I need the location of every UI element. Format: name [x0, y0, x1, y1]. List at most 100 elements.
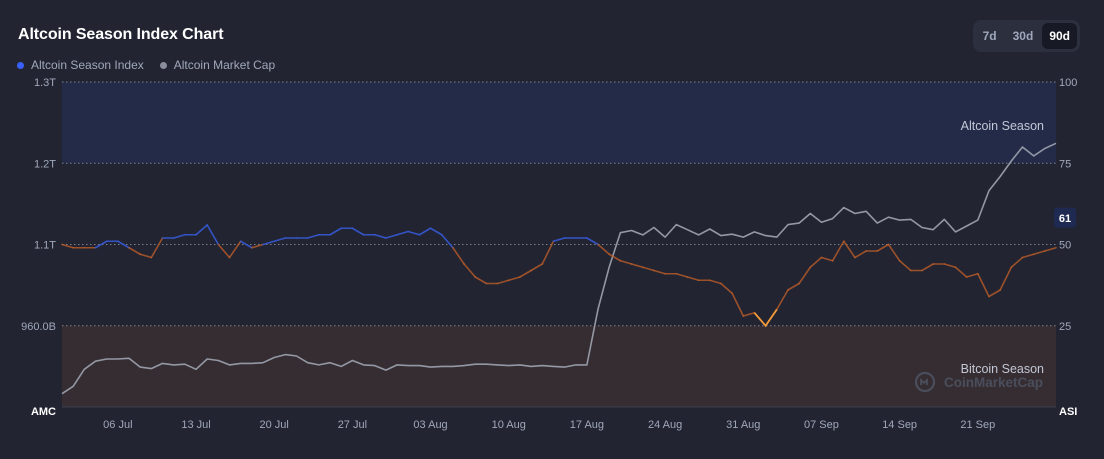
- series-segment-altcoin-season-index: [831, 240, 845, 262]
- x-axis-tick-label: 24 Aug: [648, 419, 682, 431]
- series-segment-altcoin-season-index: [407, 230, 421, 236]
- zone-label-bitcoin-season: Bitcoin Season: [961, 362, 1044, 376]
- series-segment-altcoin-season-index: [820, 256, 834, 262]
- series-segment-altcoin-season-index: [396, 230, 410, 236]
- chart-legend: Altcoin Season Index Altcoin Market Cap: [17, 58, 275, 72]
- legend-item-altcoin-season-index[interactable]: Altcoin Season Index: [17, 58, 144, 72]
- series-layer: [61, 142, 1057, 395]
- left-axis-tick-label: 960.0B: [21, 321, 56, 333]
- series-segment-altcoin-season-index: [273, 237, 287, 243]
- series-segment-altcoin-season-index: [172, 233, 186, 239]
- series-segment-altcoin-season-index: [608, 253, 622, 262]
- series-segment-altcoin-season-index: [262, 240, 276, 246]
- x-axis-tick-label: 06 Jul: [103, 419, 132, 431]
- series-segment-altcoin-season-index: [809, 256, 823, 269]
- x-axis-tick-label: 07 Sep: [804, 419, 839, 431]
- series-segment-altcoin-season-index: [552, 237, 566, 243]
- x-axis-tick-label: 14 Sep: [882, 419, 917, 431]
- series-segment-altcoin-season-index: [373, 233, 387, 239]
- series-segment-altcoin-season-index: [217, 243, 231, 259]
- zone-label-altcoin-season: Altcoin Season: [961, 119, 1044, 133]
- series-segment-altcoin-season-index: [630, 263, 644, 269]
- series-segment-altcoin-season-index: [686, 276, 700, 282]
- legend-dot-market-cap: [159, 61, 167, 69]
- range-button-7d[interactable]: 7d: [976, 23, 1004, 49]
- series-segment-altcoin-season-index: [117, 240, 130, 249]
- x-axis-tick-label: 13 Jul: [181, 419, 210, 431]
- series-segment-altcoin-season-index: [943, 263, 957, 269]
- series-segment-altcoin-season-index: [641, 266, 655, 272]
- x-axis-tick-label: 20 Jul: [260, 419, 289, 431]
- chart-title: Altcoin Season Index Chart: [18, 26, 224, 43]
- series-segment-altcoin-season-index: [440, 233, 454, 249]
- series-segment-altcoin-season-index: [418, 227, 432, 236]
- series-segment-altcoin-season-index: [965, 272, 979, 278]
- series-segment-altcoin-season-index: [597, 243, 611, 256]
- series-segment-altcoin-season-index: [474, 276, 488, 285]
- series-segment-altcoin-season-index: [385, 233, 398, 239]
- series-segment-altcoin-season-index: [999, 266, 1013, 291]
- series-segment-altcoin-season-index: [898, 259, 912, 272]
- series-segment-altcoin-season-index: [329, 227, 343, 236]
- series-segment-altcoin-season-index: [519, 269, 532, 278]
- series-segment-altcoin-season-index: [61, 243, 74, 249]
- range-button-90d[interactable]: 90d: [1042, 23, 1077, 49]
- right-axis-tick-label: 25: [1059, 321, 1071, 333]
- series-segment-altcoin-season-index: [228, 240, 242, 259]
- zone-band-altcoin: [62, 82, 1056, 164]
- right-axis-label: ASI: [1059, 406, 1077, 418]
- series-segment-altcoin-season-index: [988, 289, 1001, 298]
- coinmarketcap-logo-icon: [914, 371, 936, 393]
- series-segment-altcoin-season-index: [1044, 246, 1057, 252]
- left-axis-tick-label: 1.3T: [34, 77, 56, 89]
- x-axis-tick-label: 27 Jul: [338, 419, 367, 431]
- series-segment-altcoin-season-index: [742, 311, 756, 317]
- left-axis-tick-label: 1.1T: [34, 240, 56, 252]
- series-segment-altcoin-season-index: [887, 243, 901, 262]
- series-segment-altcoin-season-index: [876, 243, 890, 252]
- series-segment-altcoin-season-index: [239, 240, 253, 249]
- series-segment-altcoin-season-index: [429, 227, 443, 236]
- series-segment-altcoin-season-index: [954, 266, 968, 278]
- legend-dot-index: [17, 61, 24, 69]
- legend-label-index: Altcoin Season Index: [31, 58, 144, 72]
- x-axis-tick-label: 17 Aug: [570, 419, 604, 431]
- range-button-30d[interactable]: 30d: [1006, 23, 1041, 49]
- x-axis-tick-label: 31 Aug: [726, 419, 760, 431]
- series-segment-altcoin-season-index: [507, 276, 521, 282]
- grid-layer: [62, 81, 1056, 408]
- series-segment-altcoin-season-index: [586, 237, 599, 246]
- right-axis-tick-label: 100: [1059, 77, 1077, 89]
- series-segment-altcoin-season-index: [842, 240, 856, 259]
- x-axis-tick-label: 03 Aug: [413, 419, 447, 431]
- watermark-text: CoinMarketCap: [944, 375, 1043, 390]
- series-segment-altcoin-season-index: [541, 240, 555, 265]
- series-segment-altcoin-season-index: [195, 224, 208, 236]
- series-min-highlight: [753, 308, 778, 328]
- series-segment-altcoin-season-index: [139, 253, 153, 259]
- axes-layer: 1.3T 1.2T 1.1T 960.0B 100 75 50 25 AMC ASI 06 Jul 1…: [21, 77, 1077, 431]
- current-value-label: 61: [1059, 213, 1071, 225]
- series-line-altcoin-market-cap: [61, 142, 1057, 395]
- legend-item-altcoin-market-cap[interactable]: Altcoin Market Cap: [159, 58, 275, 72]
- series-segment-altcoin-season-index: [619, 259, 633, 265]
- series-segment-altcoin-season-index: [251, 243, 264, 249]
- series-segment-altcoin-season-index: [787, 282, 800, 291]
- series-segment-altcoin-season-index: [653, 269, 666, 275]
- series-segment-altcoin-season-index: [463, 263, 477, 278]
- series-segment-altcoin-season-index: [351, 227, 365, 236]
- series-segment-altcoin-season-index: [921, 263, 934, 272]
- x-axis-tick-label: 21 Sep: [960, 419, 995, 431]
- series-segment-altcoin-season-index: [731, 292, 745, 317]
- series-segment-altcoin-season-index: [306, 233, 320, 239]
- series-segment-altcoin-season-index: [530, 263, 544, 272]
- left-axis-tick-label: 1.2T: [34, 158, 56, 170]
- series-segment-altcoin-season-index: [854, 250, 867, 259]
- series-segment-altcoin-season-index: [1021, 253, 1035, 259]
- series-segment-altcoin-season-index: [1032, 250, 1046, 256]
- series-segment-altcoin-season-index: [452, 246, 465, 265]
- series-segment-altcoin-season-index: [775, 289, 789, 311]
- series-segment-altcoin-season-index: [94, 240, 108, 249]
- series-segment-altcoin-season-index: [1010, 256, 1024, 269]
